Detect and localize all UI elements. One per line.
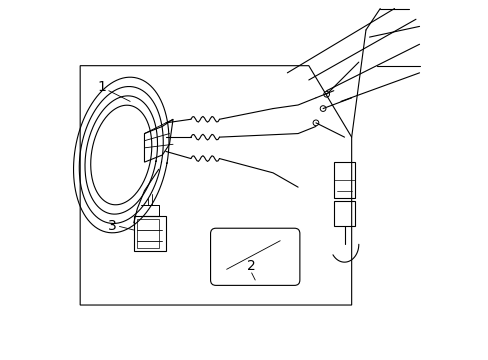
Text: 3: 3 [108,220,117,233]
Text: 2: 2 [247,259,256,273]
Text: 1: 1 [97,80,106,94]
